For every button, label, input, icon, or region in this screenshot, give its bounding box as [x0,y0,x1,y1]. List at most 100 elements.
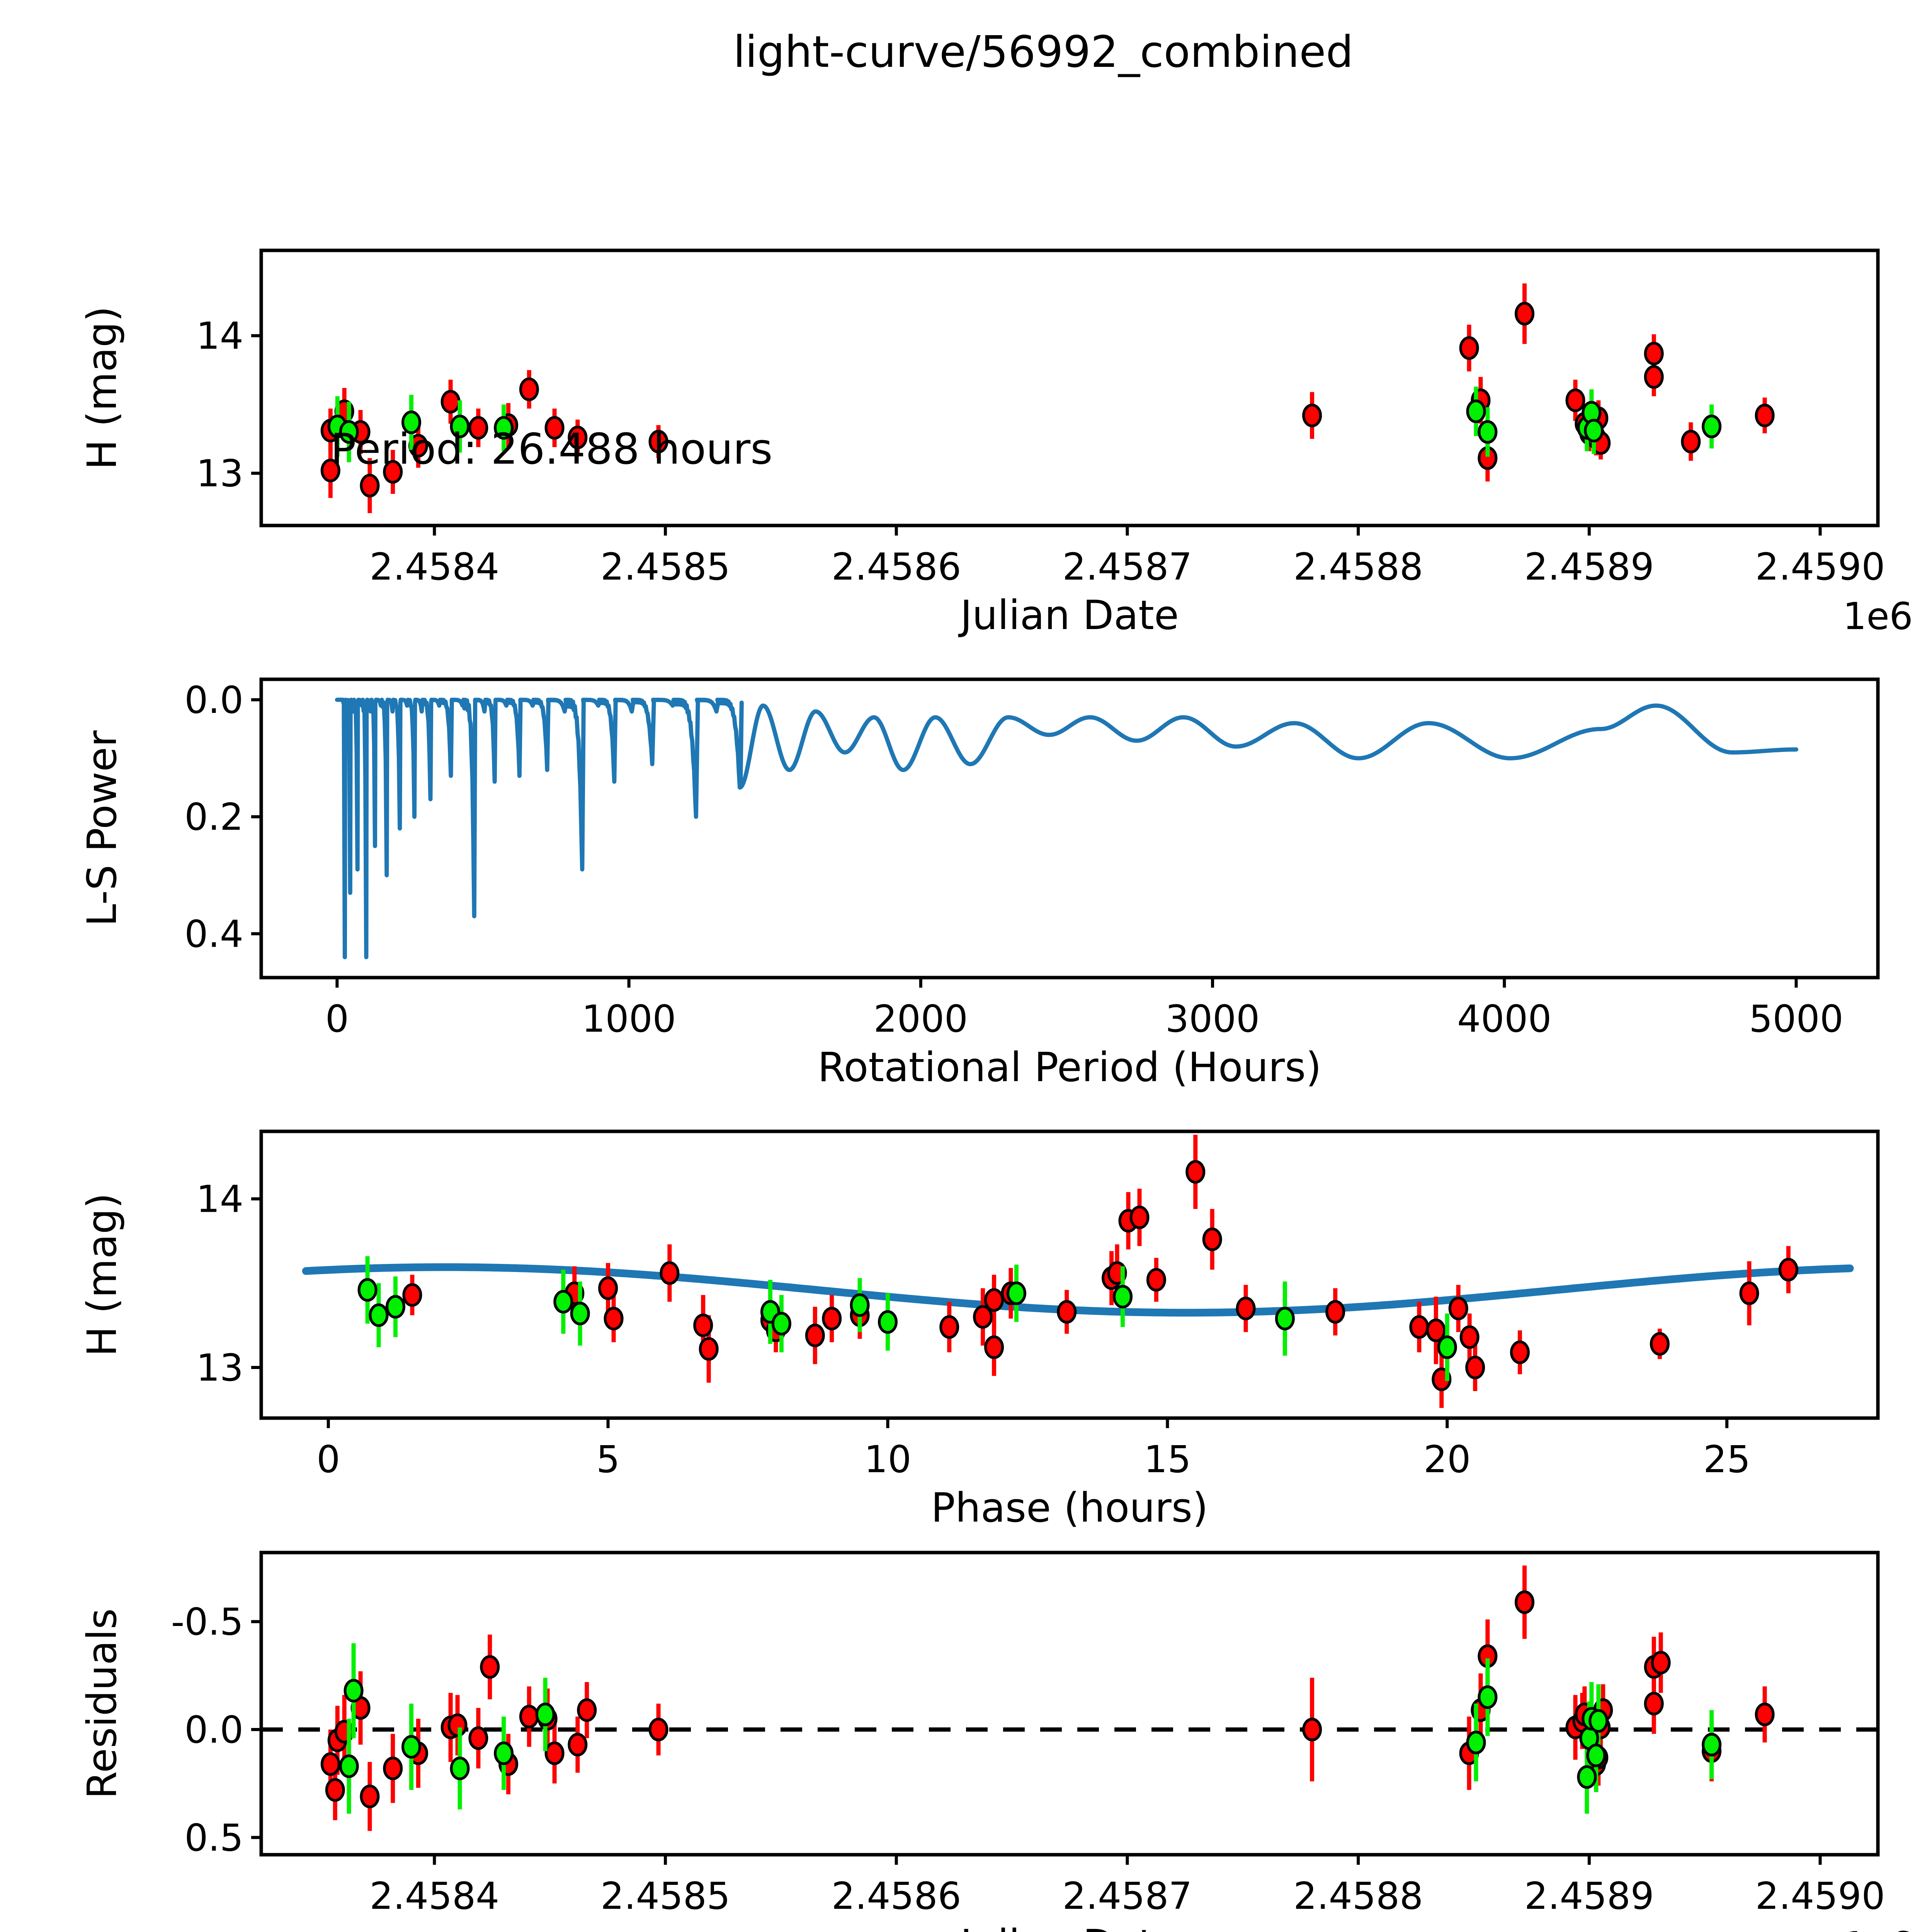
data-point [1129,1206,1150,1230]
panel-residuals: 2.4584 2.4585 2.4586 2.4587 2.4588 2.4589 2.45… [0,1530,1932,1932]
x-tick-label-1: 1000 [582,997,676,1041]
data-point [1006,1281,1026,1305]
data-point [660,1261,680,1285]
data-point [1113,1285,1133,1309]
data-point [805,1323,825,1347]
x-tick-label-2: 2000 [874,997,968,1041]
data-point [402,1283,422,1307]
data-point [1465,1355,1485,1379]
x-tick-label-5: 2.4589 [1524,1874,1654,1918]
data-point [577,1698,597,1722]
x-tick-label-6: 2.4590 [1755,1874,1885,1918]
x-tick-label-5: 25 [1703,1438,1750,1481]
y-tick-label-2: -0.5 [171,1600,243,1644]
data-point [360,474,380,498]
x-tick-label-6: 2.4590 [1755,545,1885,588]
data-point [1409,1315,1429,1339]
y-tick-label-1: 13 [196,452,243,495]
x-tick-label-0: 0 [325,997,349,1041]
data-point [1586,1743,1606,1767]
data-point [325,1778,345,1802]
x-tick-label-3: 3000 [1165,997,1260,1041]
data-point [1146,1268,1166,1292]
data-point [1644,1692,1664,1716]
data-point [984,1335,1004,1359]
data-point [570,1301,590,1325]
errorbars-red [328,283,1767,513]
y-axis-label: L-S Power [78,730,126,926]
data-point [1466,400,1486,423]
data-point [480,1655,500,1679]
data-point [1651,1651,1671,1675]
plot-frame [259,248,1880,527]
chart-residuals: 2.4584 2.4585 2.4586 2.4587 2.4588 2.4589 2.45… [78,1551,1913,1932]
data-point [385,1295,405,1319]
x-tick-label-1: 5 [596,1438,620,1481]
data-point [1778,1258,1798,1282]
data-point [1755,1702,1775,1726]
data-point [693,1313,713,1337]
data-point [699,1337,719,1361]
data-point [1702,415,1722,439]
data-point [468,416,488,440]
x-tick-label-0: 2.4584 [369,545,499,588]
x-offset-label: 1e6 [1843,595,1913,638]
data-point [1202,1227,1222,1251]
data-point [553,1290,573,1314]
x-axis-label: Phase (hours) [931,1484,1208,1531]
x-tick-label-3: 2.4587 [1062,545,1192,588]
data-point [850,1293,870,1317]
y-tick-label-0: 0.5 [184,1816,243,1859]
data-point [544,1741,565,1765]
y-axis-label: H (mag) [78,306,126,469]
data-point [598,1276,618,1300]
plot-frame [259,677,1880,980]
y-tick-label-0: 0.0 [184,679,243,722]
data-point [339,420,359,444]
y-tick-label-2: 0.4 [184,912,243,956]
data-point [447,1713,468,1737]
panel-periodogram: 0 1000 2000 3000 4000 5000 0.0 0.2 0.4 Rotational… [0,657,1932,1094]
data-point [344,1679,364,1702]
data-point [468,1726,488,1750]
y-tick-label-1: 0.0 [184,1708,243,1752]
data-point [450,415,470,439]
period-annotation: Period: 26.488 hours [330,424,772,474]
data-point [1057,1300,1077,1324]
data-point [1466,1731,1486,1755]
panel-light-curve: 2.4584 2.4585 2.4586 2.4587 2.4588 2.4589 2.45… [0,216,1932,639]
data-point [519,378,539,401]
data-point [568,1733,588,1757]
data-point [1577,1765,1597,1789]
x-tick-label-5: 2.4589 [1524,545,1654,588]
data-point [1426,1318,1446,1342]
x-tick-label-4: 2.4588 [1293,1874,1423,1918]
data-point [1702,1733,1722,1757]
data-point [1739,1281,1759,1305]
data-point [1459,336,1479,360]
data-point [648,430,668,454]
data-point [1302,1718,1322,1742]
data-point [1644,342,1664,366]
y-tick-label-0: 14 [196,1178,243,1221]
data-point [519,1705,539,1729]
y-tick-label-1: 0.2 [184,796,243,839]
data-point [494,1741,514,1765]
chart-lightcurve: 2.4584 2.4585 2.4586 2.4587 2.4588 2.4589 2.45… [78,248,1913,639]
x-tick-label-2: 2.4586 [832,1874,961,1918]
panel-phase-folded: 0 5 10 15 20 25 14 13 Phase (hours) H (mag) [0,1105,1932,1534]
data-point [320,1752,340,1776]
y-tick-label-0: 14 [196,315,243,358]
data-point [1478,1685,1498,1709]
data-point [494,416,514,440]
data-point [440,390,461,414]
data-point [604,1306,624,1330]
data-point [1650,1332,1670,1356]
data-point [1510,1340,1530,1364]
data-point [1325,1300,1345,1324]
x-tick-label-1: 2.4585 [600,1874,730,1918]
data-point [878,1310,898,1334]
data-point [1302,403,1322,427]
y-tick-label-1: 13 [196,1346,243,1389]
datapoints-red [320,1590,1775,1808]
